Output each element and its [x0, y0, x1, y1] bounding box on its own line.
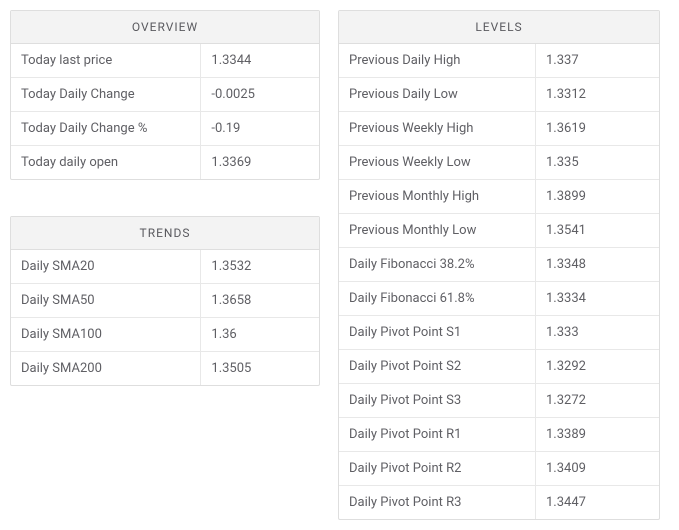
- row-label: Previous Weekly High: [339, 112, 536, 145]
- row-value: 1.3312: [536, 78, 659, 111]
- table-row: Daily SMA1001.36: [11, 318, 319, 352]
- table-row: Daily Pivot Point S21.3292: [339, 350, 659, 384]
- levels-panel: LEVELS Previous Daily High1.337Previous …: [338, 10, 660, 520]
- row-label: Daily Fibonacci 61.8%: [339, 282, 536, 315]
- row-label: Daily Pivot Point R3: [339, 486, 536, 519]
- table-row: Previous Weekly High1.3619: [339, 112, 659, 146]
- row-value: 1.3348: [536, 248, 659, 281]
- row-value: 1.3389: [536, 418, 659, 451]
- row-label: Previous Monthly Low: [339, 214, 536, 247]
- levels-rows: Previous Daily High1.337Previous Daily L…: [339, 44, 659, 519]
- row-value: 1.3292: [536, 350, 659, 383]
- row-value: -0.19: [201, 112, 319, 145]
- row-label: Daily Fibonacci 38.2%: [339, 248, 536, 281]
- row-label: Daily SMA50: [11, 284, 201, 317]
- trends-rows: Daily SMA201.3532Daily SMA501.3658Daily …: [11, 250, 319, 385]
- row-value: 1.3541: [536, 214, 659, 247]
- table-row: Today last price1.3344: [11, 44, 319, 78]
- row-label: Daily SMA20: [11, 250, 201, 283]
- row-label: Today last price: [11, 44, 201, 77]
- dashboard: OVERVIEW Today last price1.3344Today Dai…: [10, 10, 669, 520]
- table-row: Previous Daily Low1.3312: [339, 78, 659, 112]
- row-value: 1.3409: [536, 452, 659, 485]
- row-value: 1.3272: [536, 384, 659, 417]
- row-value: 1.3447: [536, 486, 659, 519]
- row-label: Daily Pivot Point R1: [339, 418, 536, 451]
- table-row: Previous Daily High1.337: [339, 44, 659, 78]
- overview-header: OVERVIEW: [11, 11, 319, 44]
- table-row: Previous Monthly High1.3899: [339, 180, 659, 214]
- table-row: Daily Pivot Point S31.3272: [339, 384, 659, 418]
- trends-header: TRENDS: [11, 217, 319, 250]
- row-value: 1.335: [536, 146, 659, 179]
- table-row: Daily Pivot Point S11.333: [339, 316, 659, 350]
- table-row: Daily Fibonacci 38.2%1.3348: [339, 248, 659, 282]
- row-label: Previous Daily Low: [339, 78, 536, 111]
- left-column: OVERVIEW Today last price1.3344Today Dai…: [10, 10, 320, 386]
- row-value: 1.36: [201, 318, 319, 351]
- row-label: Today Daily Change %: [11, 112, 201, 145]
- row-label: Daily Pivot Point R2: [339, 452, 536, 485]
- table-row: Daily Pivot Point R31.3447: [339, 486, 659, 519]
- table-row: Previous Monthly Low1.3541: [339, 214, 659, 248]
- trends-panel: TRENDS Daily SMA201.3532Daily SMA501.365…: [10, 216, 320, 386]
- table-row: Daily SMA501.3658: [11, 284, 319, 318]
- levels-header: LEVELS: [339, 11, 659, 44]
- row-value: 1.3532: [201, 250, 319, 283]
- overview-panel: OVERVIEW Today last price1.3344Today Dai…: [10, 10, 320, 180]
- row-label: Daily Pivot Point S1: [339, 316, 536, 349]
- table-row: Today Daily Change-0.0025: [11, 78, 319, 112]
- row-value: 1.3619: [536, 112, 659, 145]
- table-row: Today Daily Change %-0.19: [11, 112, 319, 146]
- right-column: LEVELS Previous Daily High1.337Previous …: [338, 10, 660, 520]
- table-row: Daily Pivot Point R11.3389: [339, 418, 659, 452]
- row-label: Today Daily Change: [11, 78, 201, 111]
- row-label: Daily Pivot Point S2: [339, 350, 536, 383]
- table-row: Daily SMA2001.3505: [11, 352, 319, 385]
- row-value: 1.3505: [201, 352, 319, 385]
- row-label: Daily Pivot Point S3: [339, 384, 536, 417]
- row-label: Daily SMA200: [11, 352, 201, 385]
- row-value: 1.3344: [201, 44, 319, 77]
- row-value: 1.3334: [536, 282, 659, 315]
- row-value: 1.333: [536, 316, 659, 349]
- table-row: Daily Pivot Point R21.3409: [339, 452, 659, 486]
- row-label: Previous Daily High: [339, 44, 536, 77]
- table-row: Daily SMA201.3532: [11, 250, 319, 284]
- row-value: 1.3899: [536, 180, 659, 213]
- row-value: -0.0025: [201, 78, 319, 111]
- overview-rows: Today last price1.3344Today Daily Change…: [11, 44, 319, 179]
- row-label: Previous Monthly High: [339, 180, 536, 213]
- table-row: Previous Weekly Low1.335: [339, 146, 659, 180]
- row-label: Daily SMA100: [11, 318, 201, 351]
- table-row: Today daily open1.3369: [11, 146, 319, 179]
- row-value: 1.337: [536, 44, 659, 77]
- row-value: 1.3658: [201, 284, 319, 317]
- row-label: Previous Weekly Low: [339, 146, 536, 179]
- row-label: Today daily open: [11, 146, 201, 179]
- table-row: Daily Fibonacci 61.8%1.3334: [339, 282, 659, 316]
- row-value: 1.3369: [201, 146, 319, 179]
